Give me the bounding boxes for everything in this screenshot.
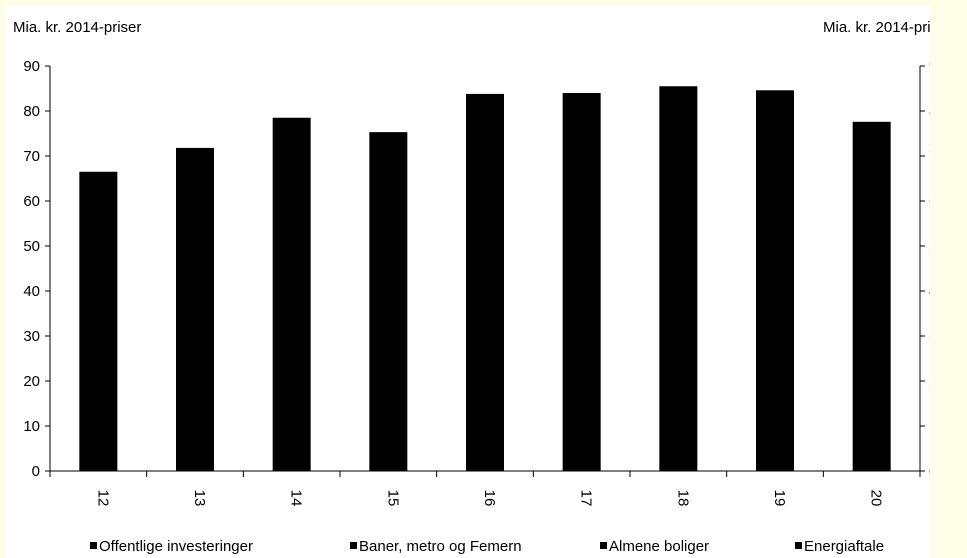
legend-label: Baner, metro og Femern — [359, 538, 522, 555]
left-unit-label: Mia. kr. 2014-priser — [13, 19, 141, 36]
bar-17 — [562, 93, 601, 471]
bar-16 — [466, 93, 504, 472]
x-tick-label: 18 — [674, 490, 691, 507]
y-tick-label-left: 10 — [23, 418, 40, 435]
y-tick-label-left: 20 — [23, 373, 40, 390]
x-tick-label: 15 — [384, 490, 401, 507]
legend-label: Offentlige investeringer — [99, 538, 253, 555]
x-tick-label: 13 — [191, 490, 208, 507]
legend-swatch — [350, 542, 357, 549]
y-tick-label-left: 0 — [32, 463, 40, 480]
y-tick-label-left: 60 — [23, 193, 40, 210]
legend-swatch — [600, 542, 607, 549]
bar-chart: Mia. kr. 2014-priser Mia. kr. 2014-prise… — [13, 19, 930, 555]
y-tick-label-right: 30 — [929, 328, 930, 345]
x-tick-label: 12 — [94, 490, 111, 507]
x-tick-label: 17 — [578, 490, 595, 507]
x-tick-label: 20 — [868, 490, 885, 507]
bar-18 — [659, 86, 698, 471]
y-tick-label-right: 40 — [929, 283, 930, 300]
legend-label: Almene boliger — [609, 538, 709, 555]
y-tick-label-right: 0 — [929, 463, 930, 480]
bar-15 — [369, 132, 408, 471]
x-tick-label: 19 — [771, 490, 788, 507]
bar-14 — [272, 117, 311, 471]
bar-12 — [79, 171, 118, 471]
legend-swatch — [795, 542, 802, 549]
y-tick-label-right: 80 — [929, 103, 930, 120]
x-tick-label: 14 — [288, 490, 305, 507]
y-tick-label-left: 80 — [23, 103, 40, 120]
y-tick-label-left: 40 — [23, 283, 40, 300]
x-tick-label: 16 — [481, 490, 498, 507]
bar-13 — [176, 147, 214, 471]
bar-20 — [852, 121, 891, 472]
y-tick-label-right: 10 — [929, 418, 930, 435]
y-tick-label-left: 70 — [23, 148, 40, 165]
chart-frame: Mia. kr. 2014-priser Mia. kr. 2014-prise… — [5, 5, 930, 558]
legend-label: Energiaftale — [804, 538, 884, 555]
y-tick-label-left: 30 — [23, 328, 40, 345]
y-tick-label-right: 60 — [929, 193, 930, 210]
y-tick-label-left: 90 — [23, 58, 40, 75]
right-unit-label: Mia. kr. 2014-priser — [823, 19, 930, 36]
y-tick-label-right: 20 — [929, 373, 930, 390]
y-tick-label-left: 50 — [23, 238, 40, 255]
bar-19 — [756, 90, 794, 472]
y-tick-label-right: 90 — [929, 58, 930, 75]
y-tick-label-right: 50 — [929, 238, 930, 255]
bars — [79, 86, 891, 472]
y-tick-label-right: 70 — [929, 148, 930, 165]
legend: Offentlige investeringer Baner, metro og … — [90, 538, 884, 555]
legend-swatch — [90, 542, 97, 549]
